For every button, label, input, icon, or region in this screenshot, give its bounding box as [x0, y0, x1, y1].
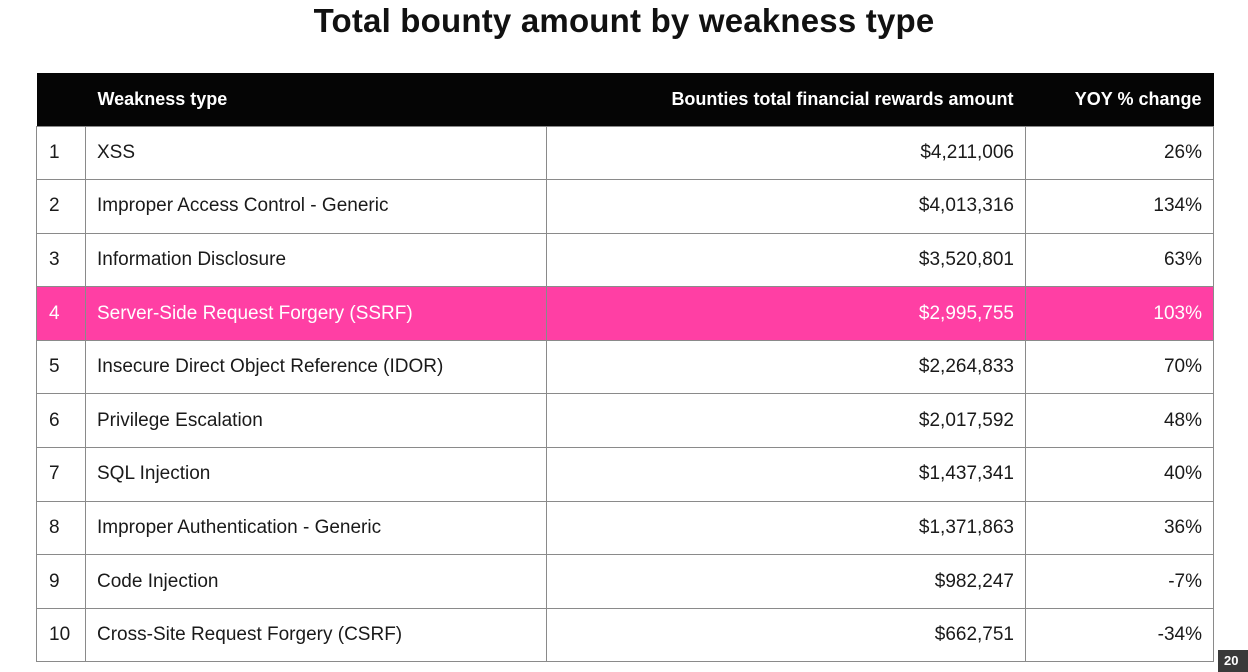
weakness-type-cell: SQL Injection: [85, 447, 547, 502]
weakness-type-cell: XSS: [85, 125, 547, 181]
bounty-amount-cell: $1,437,341: [546, 447, 1026, 502]
column-header-yoy-change: YOY % change: [1074, 88, 1202, 109]
bounty-table: Weakness type Bounties total financial r…: [36, 73, 1214, 663]
weakness-type-cell: Insecure Direct Object Reference (IDOR): [85, 339, 547, 395]
bounty-amount-cell: $4,013,316: [546, 179, 1026, 234]
bounty-amount-cell: $4,211,006: [546, 125, 1026, 181]
column-header-rank: [37, 73, 86, 126]
rank-cell: 6: [36, 393, 86, 449]
table-row: 5 Insecure Direct Object Reference (IDOR)…: [36, 339, 1214, 395]
weakness-type-cell: Code Injection: [85, 554, 547, 609]
table-row: 8 Improper Authentication - Generic $1,371…: [36, 500, 1214, 556]
bounty-amount-cell: $3,520,801: [546, 232, 1026, 288]
rank-cell: 4: [36, 286, 86, 341]
weakness-type-cell: Privilege Escalation: [85, 393, 547, 449]
weakness-type-cell: Cross-Site Request Forgery (CSRF): [85, 607, 547, 663]
rank-cell: 1: [36, 125, 86, 181]
yoy-change-cell: 36%: [1025, 500, 1214, 556]
bounty-amount-cell: $2,995,755: [546, 286, 1026, 341]
table-row: 10 Cross-Site Request Forgery (CSRF) $662,…: [36, 607, 1214, 663]
chart-title: Total bounty amount by weakness type: [313, 2, 935, 39]
table-row: 9 Code Injection $982,247 -7%: [36, 554, 1214, 609]
table-row: 3 Information Disclosure $3,520,801 63%: [36, 232, 1214, 288]
yoy-change-cell: 103%: [1025, 286, 1214, 341]
yoy-change-cell: 63%: [1025, 232, 1214, 288]
bounty-amount-cell: $2,264,833: [546, 339, 1026, 395]
rank-cell: 2: [36, 179, 86, 234]
rank-cell: 9: [36, 554, 86, 609]
bounty-amount-cell: $662,751: [546, 607, 1026, 663]
yoy-change-cell: 48%: [1025, 393, 1214, 449]
yoy-change-cell: 26%: [1025, 125, 1214, 181]
rank-cell: 7: [36, 447, 86, 502]
weakness-type-cell: Improper Access Control - Generic: [85, 179, 547, 234]
weakness-type-cell: Information Disclosure: [85, 232, 547, 288]
column-header-weakness-type: Weakness type: [97, 88, 228, 109]
corner-page-tag: 20: [1218, 650, 1248, 672]
rank-cell: 10: [36, 607, 86, 663]
table-row: 6 Privilege Escalation $2,017,592 48%: [36, 393, 1214, 449]
bounty-amount-cell: $2,017,592: [546, 393, 1026, 449]
yoy-change-cell: -7%: [1025, 554, 1214, 609]
rank-cell: 5: [36, 339, 86, 395]
table-header-row: Weakness type Bounties total financial r…: [36, 73, 1214, 126]
table-row: 2 Improper Access Control - Generic $4,013…: [36, 179, 1214, 234]
table-row: 1 XSS $4,211,006 26%: [36, 125, 1214, 181]
table-row: 7 SQL Injection $1,437,341 40%: [36, 447, 1214, 502]
rank-cell: 3: [36, 232, 86, 288]
weakness-type-cell: Improper Authentication - Generic: [85, 500, 547, 556]
table-body: 1 XSS $4,211,006 26% 2 Improper Access Contro…: [36, 125, 1214, 663]
yoy-change-cell: 134%: [1025, 179, 1214, 234]
yoy-change-cell: 70%: [1025, 339, 1214, 395]
rank-cell: 8: [36, 500, 86, 556]
table-row: 4 Server-Side Request Forgery (SSRF) $2,99…: [36, 286, 1214, 341]
bounty-amount-cell: $1,371,863: [546, 500, 1026, 556]
yoy-change-cell: 40%: [1025, 447, 1214, 502]
column-header-bounty-amount: Bounties total financial rewards amount: [671, 88, 1014, 109]
bounty-amount-cell: $982,247: [546, 554, 1026, 609]
weakness-type-cell: Server-Side Request Forgery (SSRF): [85, 286, 547, 341]
yoy-change-cell: -34%: [1025, 607, 1214, 663]
